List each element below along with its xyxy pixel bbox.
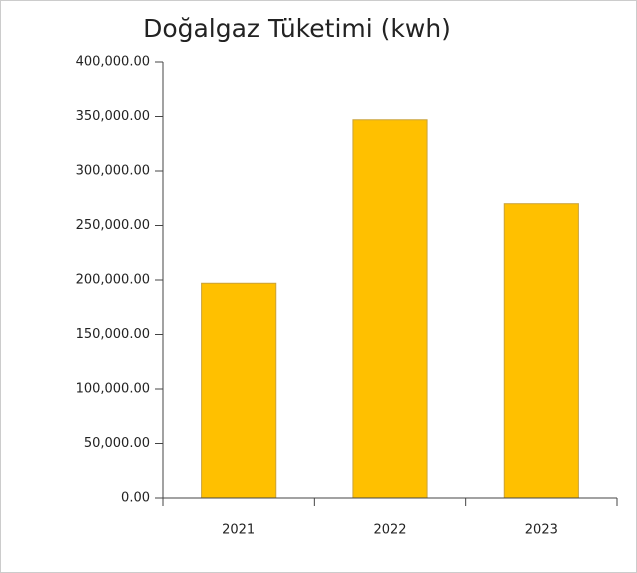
y-tick-label: 400,000.00 bbox=[76, 55, 150, 70]
y-tick-label: 350,000.00 bbox=[76, 109, 150, 124]
bar bbox=[503, 203, 579, 499]
y-tick-label: 50,000.00 bbox=[84, 436, 150, 451]
bar bbox=[352, 119, 428, 499]
x-tick-label: 2021 bbox=[222, 523, 255, 538]
chart-title: Doğalgaz Tüketimi (kwh) bbox=[143, 14, 451, 43]
y-tick-label: 250,000.00 bbox=[76, 218, 150, 233]
bar bbox=[201, 282, 277, 499]
y-tick-label: 200,000.00 bbox=[76, 273, 150, 288]
y-tick-label: 100,000.00 bbox=[76, 382, 150, 397]
y-tick-label: 150,000.00 bbox=[76, 327, 150, 342]
y-tick-label: 0.00 bbox=[121, 491, 150, 506]
x-tick-label: 2023 bbox=[525, 523, 558, 538]
y-tick-label: 300,000.00 bbox=[76, 164, 150, 179]
x-tick-label: 2022 bbox=[373, 523, 406, 538]
